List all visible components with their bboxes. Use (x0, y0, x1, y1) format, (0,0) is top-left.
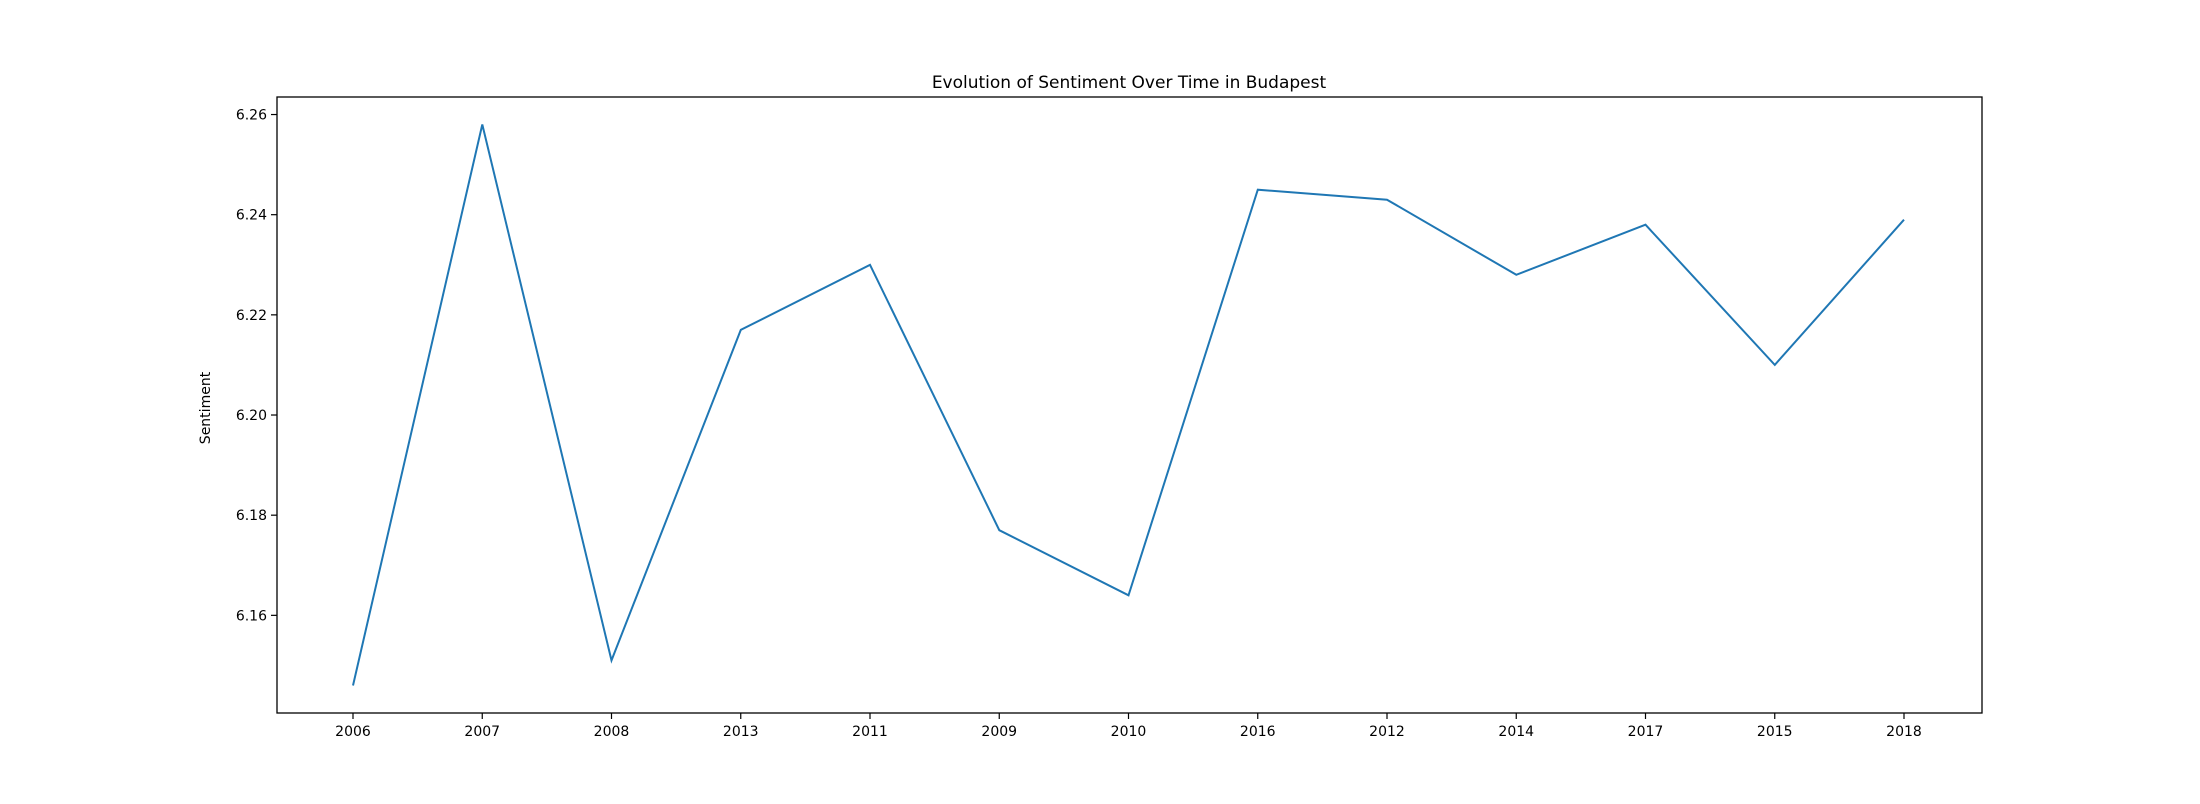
chart-title: Evolution of Sentiment Over Time in Buda… (932, 73, 1327, 93)
x-tick-label: 2016 (1240, 724, 1276, 740)
x-tick-label: 2013 (723, 724, 759, 740)
series-layer (352, 124, 1905, 686)
x-tick-label: 2008 (594, 724, 630, 740)
y-axis-title: Sentiment (198, 371, 214, 444)
x-tick-label: 2010 (1111, 724, 1147, 740)
x-tick-label: 2009 (981, 724, 1017, 740)
y-tick-label: 6.20 (236, 408, 267, 424)
y-tick-label: 6.26 (236, 108, 267, 124)
x-tick-label: 2017 (1628, 724, 1664, 740)
x-tick-label: 2015 (1757, 724, 1793, 740)
x-tick-label: 2014 (1498, 724, 1534, 740)
x-tick-label: 2011 (852, 724, 888, 740)
y-axis-ticks: 6.16 6.18 6.20 6.22 6.24 6.26 (236, 108, 277, 624)
x-tick-label: 2018 (1886, 724, 1922, 740)
y-tick-label: 6.18 (236, 508, 267, 524)
x-axis-ticks: 2006 2007 2008 2013 2011 2009 2010 2016 2012 2014… (335, 713, 1922, 740)
x-tick-label: 2006 (335, 724, 371, 740)
plot-area-frame (276, 96, 1983, 714)
x-tick-label: 2012 (1369, 724, 1405, 740)
y-tick-label: 6.22 (236, 308, 267, 324)
series-line-0 (352, 124, 1905, 686)
y-tick-label: 6.16 (236, 608, 267, 624)
y-tick-label: 6.24 (236, 208, 267, 224)
x-tick-label: 2007 (464, 724, 500, 740)
